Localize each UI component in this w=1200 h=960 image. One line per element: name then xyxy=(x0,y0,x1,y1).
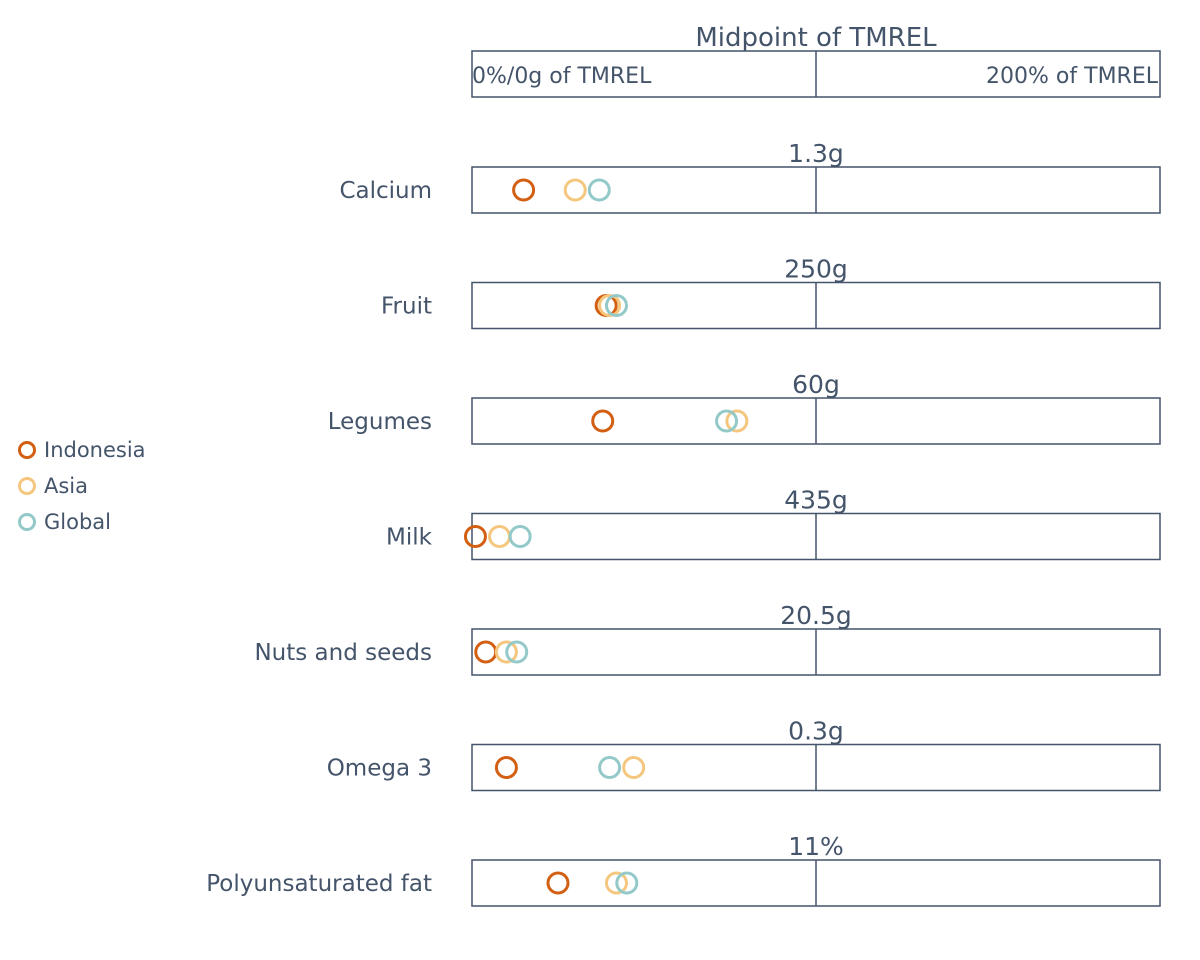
data-point-indonesia xyxy=(474,640,498,664)
midpoint-label: 250g xyxy=(784,255,848,284)
category-label: Milk xyxy=(386,525,433,551)
legend-item-global: Global xyxy=(18,504,146,540)
row-nuts-and-seeds: Nuts and seeds 20.5g xyxy=(254,601,1161,676)
data-point-asia xyxy=(725,409,749,433)
legend-marker-icon xyxy=(18,441,36,459)
header-right-label: 200% of TMREL xyxy=(986,64,1159,89)
midpoint-label: 0.3g xyxy=(788,717,844,746)
data-point-indonesia xyxy=(463,525,487,548)
legend: Indonesia Asia Global xyxy=(18,432,146,540)
data-point-asia xyxy=(494,640,518,664)
data-point-indonesia xyxy=(512,178,536,202)
data-point-indonesia xyxy=(494,756,518,779)
chart-rows: Calcium 1.3g Fruit 250g Legumes 60g Milk 435g Nu… xyxy=(206,139,1161,907)
data-point-asia xyxy=(622,756,646,779)
row-calcium: Calcium 1.3g xyxy=(339,139,1161,214)
category-label: Calcium xyxy=(339,178,432,204)
data-point-global xyxy=(508,525,532,548)
row-omega-3: Omega 3 0.3g xyxy=(327,717,1161,792)
legend-marker-icon xyxy=(18,477,36,495)
legend-item-indonesia: Indonesia xyxy=(18,432,146,468)
category-label: Legumes xyxy=(328,409,432,435)
row-milk: Milk 435g xyxy=(386,486,1161,561)
midpoint-label: 20.5g xyxy=(780,601,852,630)
data-point-asia xyxy=(488,525,512,548)
midpoint-label: 1.3g xyxy=(788,139,844,168)
midpoint-label: 60g xyxy=(792,370,840,399)
row-polyunsaturated-fat: Polyunsaturated fat 11% xyxy=(206,832,1161,907)
category-label: Polyunsaturated fat xyxy=(206,871,432,897)
midpoint-label: 11% xyxy=(788,832,844,861)
data-point-asia xyxy=(598,294,622,317)
category-label: Nuts and seeds xyxy=(254,640,432,666)
midpoint-label: 435g xyxy=(784,486,848,515)
row-legumes: Legumes 60g xyxy=(328,370,1161,445)
data-point-asia xyxy=(604,871,628,895)
data-point-global xyxy=(505,640,529,664)
data-point-global xyxy=(615,871,639,895)
data-point-global xyxy=(715,409,739,433)
data-point-asia xyxy=(563,178,587,202)
legend-label: Global xyxy=(44,510,111,534)
data-point-global xyxy=(598,756,622,779)
data-point-indonesia xyxy=(546,871,570,895)
data-point-indonesia xyxy=(591,409,615,433)
category-label: Fruit xyxy=(381,294,432,320)
legend-label: Indonesia xyxy=(44,438,146,462)
data-point-global xyxy=(587,178,611,202)
category-label: Omega 3 xyxy=(327,756,432,782)
data-point-global xyxy=(604,294,628,317)
row-fruit: Fruit 250g xyxy=(381,255,1161,330)
header-left-label: 0%/0g of TMREL xyxy=(472,64,652,89)
legend-label: Asia xyxy=(44,474,89,498)
chart-title: Midpoint of TMREL xyxy=(695,23,937,53)
legend-item-asia: Asia xyxy=(18,468,146,504)
legend-marker-icon xyxy=(18,513,36,531)
